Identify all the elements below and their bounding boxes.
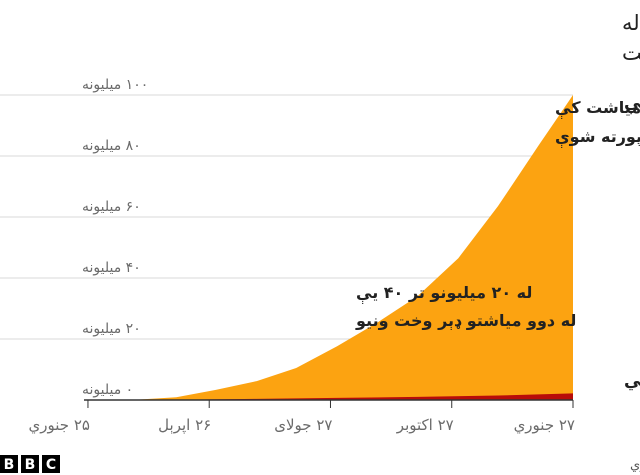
series-label-cases: پېښې	[624, 93, 640, 115]
chart-title-line-2: ۱۰۰ میلیونو واوښت	[622, 41, 640, 65]
x-tick-label: ۲۷ اکتوبر	[396, 416, 454, 434]
series-areas	[84, 95, 573, 400]
series-label-deaths: مړیني	[624, 371, 640, 391]
y-tick-label: ۸۰ میلیونه	[82, 138, 141, 154]
y-tick-label: ۴۰ میلیونه	[82, 260, 141, 276]
x-axis: ۲۵ جنوري ۲۶ اپرېل ۲۷ جولای ۲۷ اکتوبر ۲۷ جنور…	[29, 399, 575, 435]
annotation-month-line-2: له ۸۰ میلیونو ۱۰۰ ته پورته شوې	[555, 127, 640, 149]
source-note: سرچینه: جانز هاپکېنس پوهنتون، ۲۷ جنوري	[630, 458, 640, 473]
bbc-logo: B B C	[0, 455, 60, 473]
deaths-area	[84, 393, 573, 400]
x-tick-label: ۲۷ جنوري	[514, 416, 575, 435]
chart-title-line-1: نړۍ کې د کورونا وېروس مثبتو پېښو شمېر له	[622, 11, 640, 38]
annotation-twomonths-line-2: له دوو میاشتو ډېر وخت ونیو	[355, 311, 576, 331]
bbc-logo-b2: B	[25, 457, 36, 473]
annotation-month-line-1: په یوه میاشت کې	[555, 98, 640, 120]
x-tick-label: ۲۵ جنوري	[29, 416, 90, 435]
y-tick-label: ۲۰ میلیونه	[82, 321, 141, 337]
y-tick-label: ۰ میلیونه	[82, 382, 133, 398]
bbc-logo-b1: B	[4, 457, 15, 473]
y-tick-label: ۶۰ میلیونه	[82, 199, 141, 215]
y-tick-label: ۱۰۰ میلیونه	[82, 77, 148, 93]
cases-area	[84, 95, 573, 400]
x-tick-label: ۲۶ اپرېل	[158, 416, 211, 435]
x-tick-label: ۲۷ جولای	[274, 416, 332, 434]
bbc-logo-c: C	[46, 457, 56, 473]
annotation-twomonths-line-1: له ۲۰ میلیونو تر ۴۰ یې	[356, 283, 532, 305]
